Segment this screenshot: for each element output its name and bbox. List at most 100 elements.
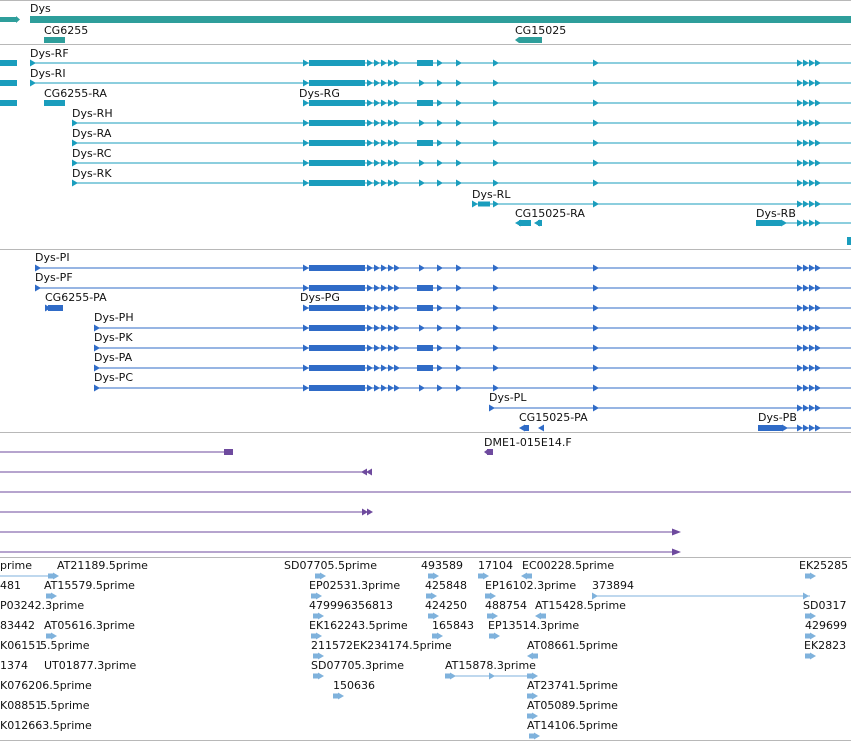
protein-label-dys-pi[interactable]: Dys-PI [35, 251, 70, 264]
protein-label-dys-pa[interactable]: Dys-PA [94, 351, 133, 364]
est-label[interactable]: EC00228.5prime [522, 559, 614, 572]
est-label[interactable]: AT23741.5prime [527, 679, 618, 692]
est-label[interactable]: K012663.5prime [0, 719, 92, 732]
transcript-label-dys-rh[interactable]: Dys-RH [72, 107, 113, 120]
protein-label-dys-pf[interactable]: Dys-PF [35, 271, 73, 284]
transcript-feature-dys-rb[interactable] [756, 219, 851, 246]
est-label[interactable]: UT01877.3prime [44, 659, 137, 672]
transcript-feature-dys-rk[interactable] [72, 179, 851, 187]
est-label[interactable]: AT05089.5prime [527, 699, 618, 712]
est-label[interactable]: AT14106.5prime [527, 719, 618, 732]
est-label[interactable]: AT05616.3prime [44, 619, 135, 632]
clone-feature[interactable] [0, 508, 373, 516]
protein-feature-dys-pa[interactable] [94, 364, 851, 372]
protein-label-dys-pb[interactable]: Dys-PB [758, 411, 797, 424]
protein-feature-dys-ph[interactable] [94, 324, 851, 332]
protein-feature-dys-pk[interactable] [94, 344, 851, 352]
est-label[interactable]: EK2823 [804, 639, 846, 652]
clone-label-dme1[interactable]: DME1-015E14.F [484, 436, 572, 449]
est-label[interactable]: 5.5prime [40, 639, 90, 652]
transcript-feature-dys-ra[interactable] [72, 139, 851, 147]
transcript-feature-dys-rc[interactable] [72, 159, 851, 167]
est-label[interactable]: EK162243.5prime [309, 619, 408, 632]
protein-feature-dys-pb[interactable] [758, 424, 851, 432]
est-label[interactable]: K076206.5prime [0, 679, 92, 692]
transcript-label-cg15025-ra[interactable]: CG15025-RA [515, 207, 585, 220]
est-label[interactable]: 373894 [592, 579, 634, 592]
transcript-label-dys-rb[interactable]: Dys-RB [756, 207, 796, 220]
transcript-feature-dys-rl[interactable] [472, 200, 851, 208]
est-label[interactable]: K08851 [0, 699, 42, 712]
est-label[interactable]: prime [0, 559, 32, 572]
transcript-label-dys-rl[interactable]: Dys-RL [472, 188, 511, 201]
transcript-label-dys-ri[interactable]: Dys-RI [30, 67, 66, 80]
est-label[interactable]: AT15878.3prime [445, 659, 536, 672]
protein-label-dys-pc[interactable]: Dys-PC [94, 371, 133, 384]
protein-feature-cg6255-pa[interactable] [45, 304, 63, 312]
transcript-label-dys-rk[interactable]: Dys-RK [72, 167, 112, 180]
est-label[interactable]: 425848 [425, 579, 467, 592]
transcript-feature-dys-rf[interactable] [0, 59, 851, 67]
protein-feature-dys-pl[interactable] [489, 404, 851, 412]
gene-label-dys[interactable]: Dys [30, 2, 51, 15]
est-label[interactable]: SD07705.5prime [284, 559, 377, 572]
transcript-label-dys-rg[interactable]: Dys-RG [299, 87, 340, 100]
transcript-feature-dys-ri[interactable] [0, 79, 851, 87]
clone-feature-dme1[interactable] [484, 449, 493, 455]
est-label[interactable]: 165843 [432, 619, 474, 632]
protein-label-dys-pk[interactable]: Dys-PK [94, 331, 133, 344]
est-label[interactable]: AT15579.5prime [44, 579, 135, 592]
est-label[interactable]: 83442 [0, 619, 35, 632]
gene-label-cg6255[interactable]: CG6255 [44, 24, 88, 37]
est-label[interactable]: SD07705.3prime [311, 659, 404, 672]
gene-feature-cg6255[interactable] [44, 37, 65, 43]
est-label[interactable]: AT21189.5prime [57, 559, 148, 572]
est-label[interactable]: P03242.3prime [0, 599, 84, 612]
est-label[interactable]: 481 [0, 579, 21, 592]
transcript-label-dys-rf[interactable]: Dys-RF [30, 47, 69, 60]
est-label[interactable]: 1374 [0, 659, 28, 672]
protein-feature-dys-pc[interactable] [94, 384, 851, 392]
clone-feature[interactable] [0, 528, 681, 536]
est-label[interactable]: 17104 [478, 559, 513, 572]
transcript-label-dys-rc[interactable]: Dys-RC [72, 147, 112, 160]
transcript-feature-cg6255-ra[interactable] [44, 100, 65, 106]
protein-feature-cg15025-pa[interactable] [519, 424, 544, 432]
est-label[interactable]: AT15428.5prime [535, 599, 626, 612]
protein-label-dys-pg[interactable]: Dys-PG [300, 291, 340, 304]
est-label[interactable]: 493589 [421, 559, 463, 572]
protein-label-dys-pl[interactable]: Dys-PL [489, 391, 527, 404]
est-label[interactable]: EK25285 [799, 559, 848, 572]
protein-feature-dys-pi[interactable] [35, 264, 851, 272]
est-label[interactable]: SD0317 [803, 599, 846, 612]
protein-feature-dys-pf[interactable] [35, 284, 851, 292]
gene-feature-cg15025[interactable] [515, 37, 542, 43]
est-label[interactable]: 150636 [333, 679, 375, 692]
clone-feature[interactable] [0, 468, 372, 476]
est-label[interactable]: 479996356813 [309, 599, 393, 612]
est-label[interactable]: 211572EK234174.5prime [311, 639, 452, 652]
protein-feature-dys-pg[interactable] [303, 304, 851, 312]
est-label[interactable]: 5.5prime [40, 699, 90, 712]
transcript-label-cg6255-ra[interactable]: CG6255-RA [44, 87, 107, 100]
transcript-feature-cg15025-ra[interactable] [515, 219, 542, 227]
est-features[interactable] [0, 572, 816, 740]
transcript-feature-dys-rh[interactable] [72, 119, 851, 127]
clone-feature[interactable] [0, 548, 681, 556]
protein-label-dys-ph[interactable]: Dys-PH [94, 311, 134, 324]
transcript-label-dys-ra[interactable]: Dys-RA [72, 127, 112, 140]
est-label[interactable]: K06151 [0, 639, 42, 652]
gene-feature-dys[interactable] [0, 16, 851, 23]
protein-label-cg15025-pa[interactable]: CG15025-PA [519, 411, 588, 424]
clone-feature[interactable] [0, 449, 233, 455]
transcript-feature-dys-rg[interactable] [0, 99, 851, 107]
est-label[interactable]: 488754 [485, 599, 527, 612]
est-label[interactable]: 424250 [425, 599, 467, 612]
protein-label-cg6255-pa[interactable]: CG6255-PA [45, 291, 107, 304]
est-label[interactable]: EP16102.3prime [485, 579, 576, 592]
est-label[interactable]: EP02531.3prime [309, 579, 400, 592]
est-label[interactable]: EP13514.3prime [488, 619, 579, 632]
gene-label-cg15025[interactable]: CG15025 [515, 24, 566, 37]
est-label[interactable]: 429699 [805, 619, 847, 632]
est-label[interactable]: AT08661.5prime [527, 639, 618, 652]
